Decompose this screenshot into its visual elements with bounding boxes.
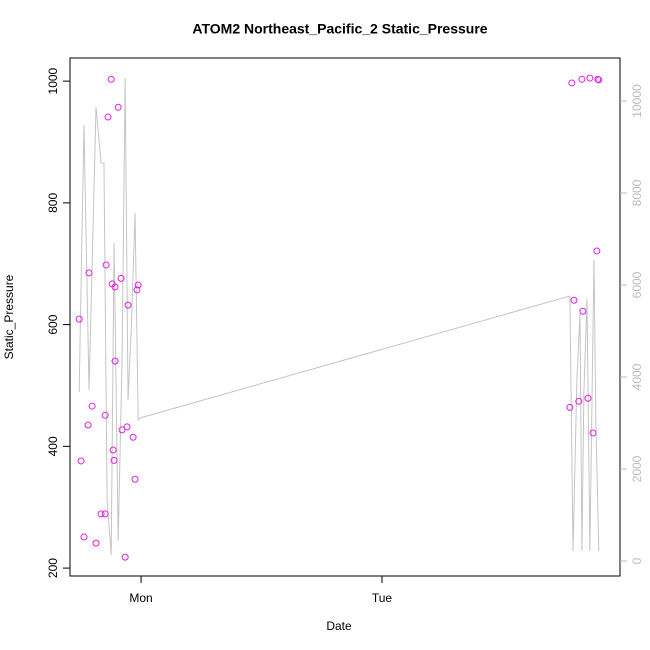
point [570,296,578,304]
point [123,423,131,431]
y2-tick-label: 4000 [630,363,644,390]
point [80,533,88,541]
x-axis-label: Date [326,619,352,633]
point [102,261,110,269]
point [84,421,92,429]
y2-tick-label: 10000 [630,84,644,118]
line [78,78,600,556]
y-tick-label: 400 [46,436,60,456]
point [118,426,126,434]
y2-tick-label: 0 [630,557,644,564]
point [121,553,129,561]
point [586,74,594,82]
chart-title: ATOM2 Northeast_Pacific_2 Static_Pressur… [192,21,487,37]
point [110,456,118,464]
point [101,411,109,419]
x-tick-label: Mon [129,591,152,605]
point [75,315,83,323]
y-tick-label: 200 [46,558,60,578]
y-tick-label: 1000 [46,67,60,94]
point [111,357,119,365]
point [133,286,141,294]
y2-tick-label: 2000 [630,455,644,482]
point [111,283,119,291]
point [101,510,109,518]
y2-tick-label: 6000 [630,271,644,298]
point [117,274,125,282]
point [579,307,587,315]
point [124,301,132,309]
x-tick-label: Tue [372,591,393,605]
point [566,403,574,411]
point [85,269,93,277]
point [88,402,96,410]
point [104,113,112,121]
point [131,475,139,483]
point [578,75,586,83]
point [595,76,603,84]
point [575,397,583,405]
y-axis-label: Static_Pressure [2,274,16,359]
point [107,75,115,83]
point [584,394,592,402]
point [593,247,601,255]
point [129,433,137,441]
point [134,281,142,289]
point [77,457,85,465]
point [92,539,100,547]
y-tick-label: 800 [46,193,60,213]
point [109,446,117,454]
point [568,79,576,87]
point [114,103,122,111]
point [97,510,105,518]
y2-tick-label: 8000 [630,179,644,206]
plot-box [69,57,621,577]
point [589,429,597,437]
y-tick-label: 600 [46,314,60,334]
